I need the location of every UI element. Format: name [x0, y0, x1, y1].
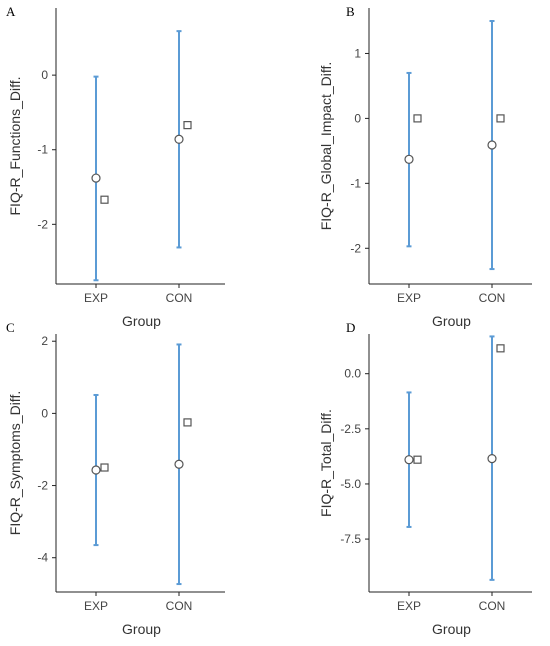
median-point-con [496, 114, 505, 123]
y-tick-label: -1 [350, 176, 361, 190]
median-point-con [496, 344, 505, 353]
y-tick-label: -2 [350, 241, 361, 255]
x-tick-label: EXP [397, 291, 421, 305]
panel-c: C 2 0 -2 -4 EXP CON Group FIQ-R_Symptoms_Diff. [6, 320, 225, 637]
x-tick-label: CON [479, 291, 506, 305]
x-tick-label: CON [166, 291, 193, 305]
x-tick-label: EXP [84, 291, 108, 305]
median-point-exp [413, 114, 422, 123]
mean-point-exp [91, 465, 101, 475]
x-tick-label: CON [479, 599, 506, 613]
mean-point-con [174, 459, 184, 469]
panel-letter-a: A [6, 4, 16, 19]
y-axis-title: FIQ-R_Total_Diff. [318, 409, 334, 517]
x-axis-title: Group [122, 313, 161, 329]
panel-c-plot: 2 0 -2 -4 EXP CON Group FIQ-R_Symptoms_Diff. [7, 334, 225, 637]
x-axis-title: Group [432, 313, 471, 329]
y-tick-label: -2.5 [340, 422, 361, 436]
y-tick-label: 1 [354, 46, 361, 60]
x-axis-title: Group [122, 621, 161, 637]
mean-point-con [174, 134, 184, 144]
y-tick-label: -7.5 [340, 532, 361, 546]
median-point-exp [100, 195, 109, 204]
y-tick-label: -2 [37, 217, 48, 231]
panel-letter-b: B [346, 4, 355, 19]
y-tick-label: 0 [354, 111, 361, 125]
panel-letter-c: C [6, 320, 15, 335]
mean-point-con [487, 140, 497, 150]
median-point-con [183, 418, 192, 427]
median-point-exp [100, 463, 109, 472]
panel-a-plot: 0 -1 -2 EXP CON Group FIQ-R_Functions_Diff. [7, 8, 225, 329]
mean-point-con [487, 453, 497, 464]
y-axis-title: FIQ-R_Global_Impact_Diff. [318, 62, 334, 231]
y-tick-label: 0 [41, 406, 48, 420]
panel-d-plot: 0.0 -2.5 -5.0 -7.5 EXP CON Group FIQ-R_Total_Di… [318, 334, 532, 637]
x-axis-title: Group [432, 621, 471, 637]
mean-point-exp [404, 154, 414, 164]
y-tick-label: -5.0 [340, 477, 361, 491]
x-tick-label: EXP [84, 599, 108, 613]
y-tick-label: 2 [41, 334, 48, 348]
panel-b: B 1 0 -1 -2 EXP CON Group FIQ-R_Global_Impact_D… [318, 4, 532, 329]
x-tick-label: EXP [397, 599, 421, 613]
x-tick-label: CON [166, 599, 193, 613]
panel-a: A 0 -1 -2 EXP CON Group FIQ-R_Functions_Diff. [6, 4, 225, 329]
panel-b-plot: 1 0 -1 -2 EXP CON Group FIQ-R_Global_Impact_Dif… [318, 8, 532, 329]
y-tick-label: -1 [37, 143, 48, 157]
y-tick-label: 0 [41, 68, 48, 82]
y-tick-label: -4 [37, 551, 48, 565]
mean-point-exp [404, 455, 414, 465]
median-point-exp [413, 455, 422, 464]
panel-d: D 0.0 -2.5 -5.0 -7.5 EXP CON Group FIQ-R_Total_… [318, 320, 532, 637]
y-axis-title: FIQ-R_Functions_Diff. [7, 76, 23, 215]
mean-point-exp [91, 173, 101, 183]
panel-letter-d: D [346, 320, 355, 335]
y-tick-label: -2 [37, 479, 48, 493]
y-tick-label: 0.0 [344, 367, 361, 381]
median-point-con [183, 121, 192, 130]
y-axis-title: FIQ-R_Symptoms_Diff. [7, 391, 23, 535]
